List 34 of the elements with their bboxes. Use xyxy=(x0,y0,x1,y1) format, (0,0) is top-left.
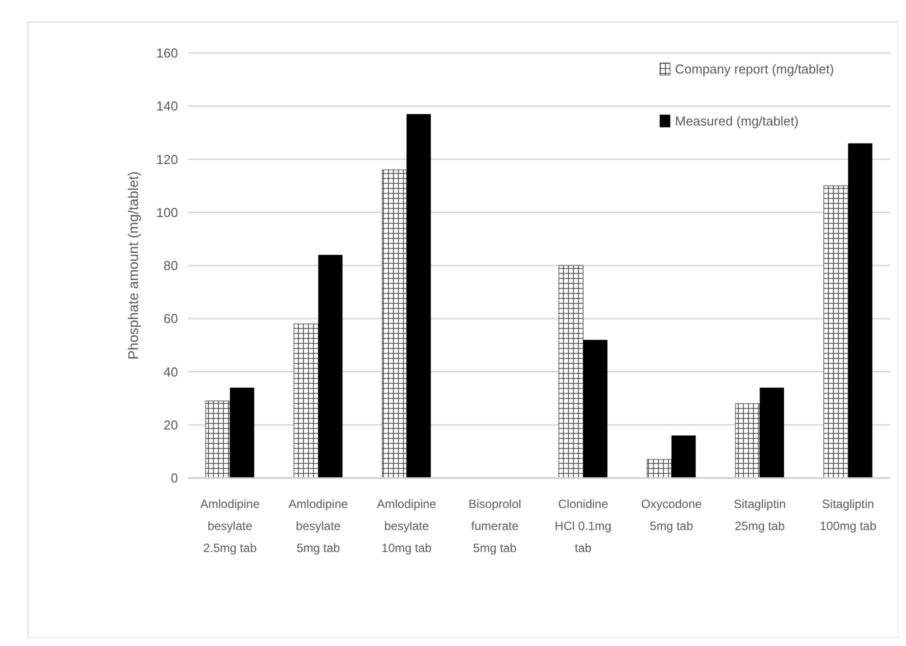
y-tick-label: 60 xyxy=(164,311,178,326)
y-tick-label: 80 xyxy=(164,258,178,274)
x-tick-label: Sitagliptin 100mg tab xyxy=(820,497,877,533)
x-tick-label: Amlodipine besylate 10mg tab xyxy=(376,497,437,555)
y-tick-label: 100 xyxy=(156,204,178,220)
y-tick-label: 160 xyxy=(156,46,178,61)
bar xyxy=(230,388,254,478)
x-tick-label: Sitagliptin 25mg tab xyxy=(734,497,786,533)
bar xyxy=(406,114,431,478)
bar xyxy=(760,388,784,478)
bar xyxy=(583,340,608,478)
bar xyxy=(294,324,319,478)
x-tick-label: Bisoprolol fumerate 5mg tab xyxy=(468,497,522,555)
bar xyxy=(558,265,584,478)
bar xyxy=(671,436,696,478)
x-tick-label: Clonidine HCl 0.1mg tab xyxy=(554,497,612,555)
y-tick-label: 0 xyxy=(170,470,178,486)
bar xyxy=(735,403,760,478)
bar xyxy=(318,254,343,478)
y-tick-label: 140 xyxy=(156,98,178,114)
legend-label: Company report (mg/tablet) xyxy=(675,62,834,77)
y-tick-label: 120 xyxy=(156,152,178,167)
bar xyxy=(848,143,872,478)
bar xyxy=(205,400,230,478)
bar xyxy=(823,186,848,478)
y-axis-title: Phosphate amount (mg/tablet) xyxy=(125,171,141,360)
x-tick-label: Amlodipine besylate 2.5mg tab xyxy=(200,497,260,555)
y-tick-label: 20 xyxy=(164,417,178,432)
bar xyxy=(382,170,407,478)
bar xyxy=(646,459,672,478)
x-tick-label: Amlodipine besylate 5mg tab xyxy=(288,497,348,555)
x-tick-label: Oxycodone 5mg tab xyxy=(641,497,702,533)
y-tick-label: 40 xyxy=(164,364,178,380)
legend-label: Measured (mg/tablet) xyxy=(675,114,799,129)
